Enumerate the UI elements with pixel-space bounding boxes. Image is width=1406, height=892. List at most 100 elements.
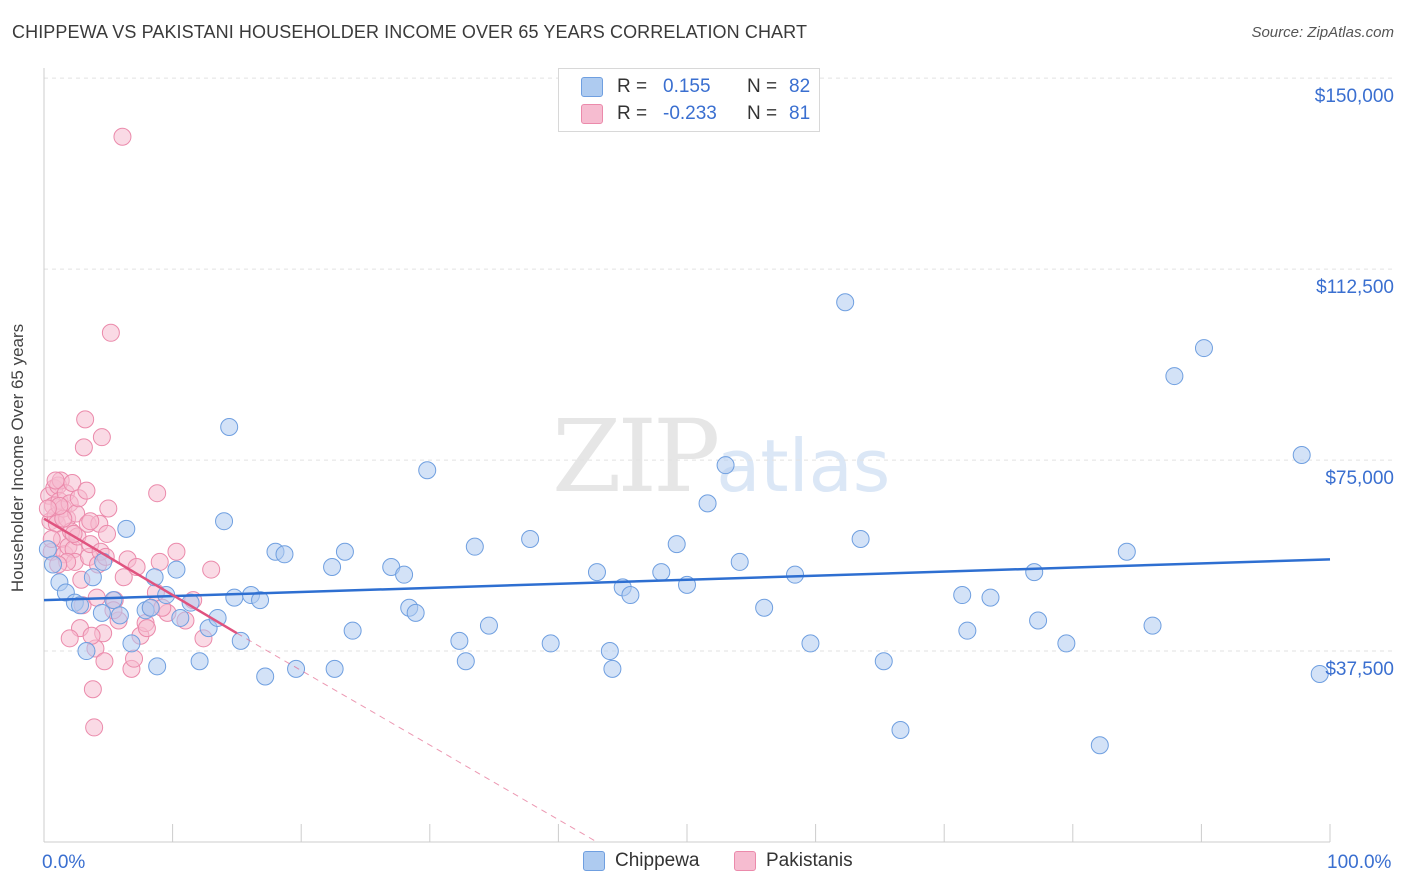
pakistani-point [99,499,118,518]
chippewa-point [1117,542,1136,561]
chippewa-point [603,659,622,678]
chippewa-point [220,417,239,436]
legend-r-label: R = [617,103,648,124]
chippewa-point [77,642,96,661]
y-tick-label: $150,000 [1314,86,1394,108]
pakistani-point [98,524,117,543]
y-tick-label: $37,500 [1325,659,1394,681]
chippewa-point [44,555,63,574]
legend-item-pakistanis[interactable]: Pakistanis [734,850,853,872]
y-axis-label-wrap: Householder Income Over 65 years [8,324,28,592]
chippewa-point [465,537,484,556]
watermark-zip: ZIP [552,398,720,515]
chippewa-point [652,563,671,582]
chippewa-point [38,540,57,559]
legend-label-chippewa: Chippewa [615,850,700,871]
chippewa-point [587,563,606,582]
legend-swatch-chippewa [583,851,605,871]
chippewa-point [325,659,344,678]
pakistani-point [46,471,65,490]
legend-n-value: 81 [789,103,811,124]
legend-n-label: N = [747,103,778,124]
chippewa-point [698,494,717,513]
pakistani-point [76,410,95,429]
legend-swatch-pakistanis [734,851,756,871]
legend-item-chippewa[interactable]: Chippewa [583,850,700,872]
chippewa-point [117,519,136,538]
pakistani-point [77,481,96,500]
pakistani-point [81,512,100,531]
chippewa-point [225,588,244,607]
chippewa-point [148,657,167,676]
chippewa-point [92,603,111,622]
legend-n-value: 82 [789,76,811,97]
y-axis-label: Householder Income Over 65 years [8,323,27,593]
pakistani-trendline [43,517,238,635]
chippewa-point [251,591,270,610]
chippewa-point [167,560,186,579]
chippewa-point [1165,367,1184,386]
pakistani-trendline-extension [236,632,598,843]
chippewa-point [1025,563,1044,582]
chippewa-point [456,652,475,671]
chippewa-point [406,603,425,622]
chippewa-point [171,608,190,627]
legend-r-label: R = [617,76,648,97]
chippewa-point [621,586,640,605]
chart-title: CHIPPEWA VS PAKISTANI HOUSEHOLDER INCOME… [12,22,808,42]
legend-r-value: 0.155 [663,76,711,97]
series-legend: Chippewa Pakistanis [0,850,1406,878]
chippewa-point [256,667,275,686]
legend-n-label: N = [747,76,778,97]
chippewa-point [667,535,686,554]
chippewa-point [541,634,560,653]
chippewa-point [836,293,855,312]
source-label: Source: ZipAtlas.com [1251,24,1394,41]
legend-row-pakistanis: R = -0.233 N = 81 [559,100,810,128]
chippewa-point [874,652,893,671]
chippewa-point [104,591,123,610]
legend-row-chippewa: R = 0.155 N = 82 [559,73,810,101]
chippewa-point [323,558,342,577]
pakistani-point [82,626,101,645]
y-tick-label: $75,000 [1325,468,1394,490]
chippewa-point [343,621,362,640]
legend-swatch-chippewa [581,77,603,97]
chippewa-point [1310,664,1329,683]
pakistani-point [95,652,114,671]
chippewa-point [600,642,619,661]
chippewa-point [287,659,306,678]
chippewa-point [190,652,209,671]
chippewa-point [1029,611,1048,630]
chippewa-point [1090,736,1109,755]
pakistani-point [101,323,120,342]
x-tick-label-min: 0.0% [42,852,86,873]
chippewa-point [1292,446,1311,464]
pakistani-point [137,619,156,638]
chippewa-point [1194,339,1213,358]
chippewa-point [730,552,749,571]
watermark: ZIPatlas [552,398,890,515]
chippewa-point [275,545,294,564]
chippewa-point [851,530,870,549]
chippewa-point [801,634,820,653]
pakistani-point [85,718,104,737]
chippewa-point [450,631,469,650]
chippewa-point [395,565,414,584]
chippewa-point [891,720,910,739]
correlation-legend: R = 0.155 N = 82 R = -0.233 N = 81 [558,68,820,132]
chippewa-point [141,598,160,617]
chippewa-point [716,456,735,475]
pakistani-point [167,542,186,561]
pakistani-point [125,649,144,668]
chippewa-point [335,542,354,561]
chippewa-point [755,598,774,617]
pakistani-point [114,568,133,587]
pakistani-point [83,680,102,699]
y-tick-label: $112,500 [1316,277,1394,299]
pakistani-point [148,484,167,503]
pakistani-point [113,127,132,146]
chippewa-point [122,634,141,653]
chippewa-point [521,530,540,549]
chippewa-point [479,616,498,635]
